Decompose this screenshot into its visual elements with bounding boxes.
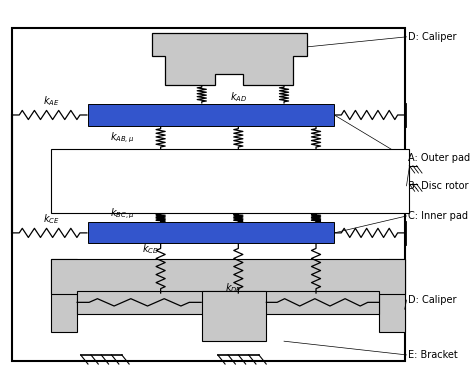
Bar [51, 259, 405, 294]
Text: $k_{CE}$: $k_{CE}$ [43, 212, 59, 226]
Text: $k_{AD}$: $k_{AD}$ [230, 90, 247, 104]
Polygon shape [152, 33, 307, 85]
Text: $k_{CD}$: $k_{CD}$ [142, 242, 160, 256]
Bar [88, 223, 334, 244]
Bar [379, 259, 405, 332]
Bar [77, 291, 379, 314]
Bar [88, 103, 334, 126]
Text: $k_{AE}$: $k_{AE}$ [43, 94, 59, 108]
Text: B: Disc rotor: B: Disc rotor [408, 181, 469, 191]
Text: D: Caliper: D: Caliper [408, 32, 457, 42]
Text: D: Caliper: D: Caliper [408, 295, 457, 305]
Text: A: Outer pad: A: Outer pad [408, 153, 471, 163]
Text: E: Bracket: E: Bracket [408, 350, 458, 360]
Text: C: Inner pad: C: Inner pad [408, 211, 468, 221]
Text: $k_{BC,\mu}$: $k_{BC,\mu}$ [110, 207, 135, 221]
Text: $k_{AB,\mu}$: $k_{AB,\mu}$ [110, 131, 135, 145]
Bar [51, 149, 409, 213]
Bar [51, 259, 77, 332]
Text: $k_{DE}$: $k_{DE}$ [225, 281, 242, 295]
Bar [202, 291, 266, 341]
